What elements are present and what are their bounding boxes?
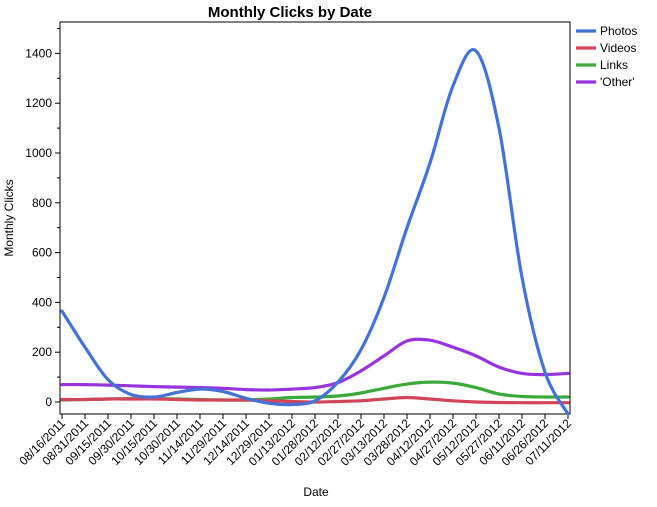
y-tick-label: 1200 — [25, 96, 52, 110]
y-tick-label: 200 — [32, 345, 52, 359]
y-tick-label: 800 — [32, 196, 52, 210]
y-tick-label: 600 — [32, 246, 52, 260]
y-tick-label: 1400 — [25, 46, 52, 60]
y-tick-label: 400 — [32, 295, 52, 309]
y-axis-label: Monthly Clicks — [2, 179, 16, 256]
series-line-photos — [60, 48, 570, 416]
series-line-other — [60, 337, 570, 392]
x-axis-label: Date — [303, 485, 329, 499]
legend-label-photos: Photos — [600, 24, 637, 38]
y-tick-label: 0 — [45, 395, 52, 409]
legend-label-links: Links — [600, 58, 628, 72]
x-axis: 08/16/201108/31/201109/15/201109/30/2011… — [16, 414, 574, 469]
legend-label-other: 'Other' — [600, 75, 635, 89]
legend: Photos Videos Links 'Other' — [576, 24, 637, 89]
series-lines — [60, 48, 570, 416]
y-axis: 0 200 400 600 800 1000 1200 1400 — [25, 28, 60, 409]
legend-label-videos: Videos — [600, 41, 636, 55]
y-tick-label: 1000 — [25, 146, 52, 160]
chart-title: Monthly Clicks by Date — [208, 4, 372, 21]
plot-area-frame — [59, 21, 571, 415]
